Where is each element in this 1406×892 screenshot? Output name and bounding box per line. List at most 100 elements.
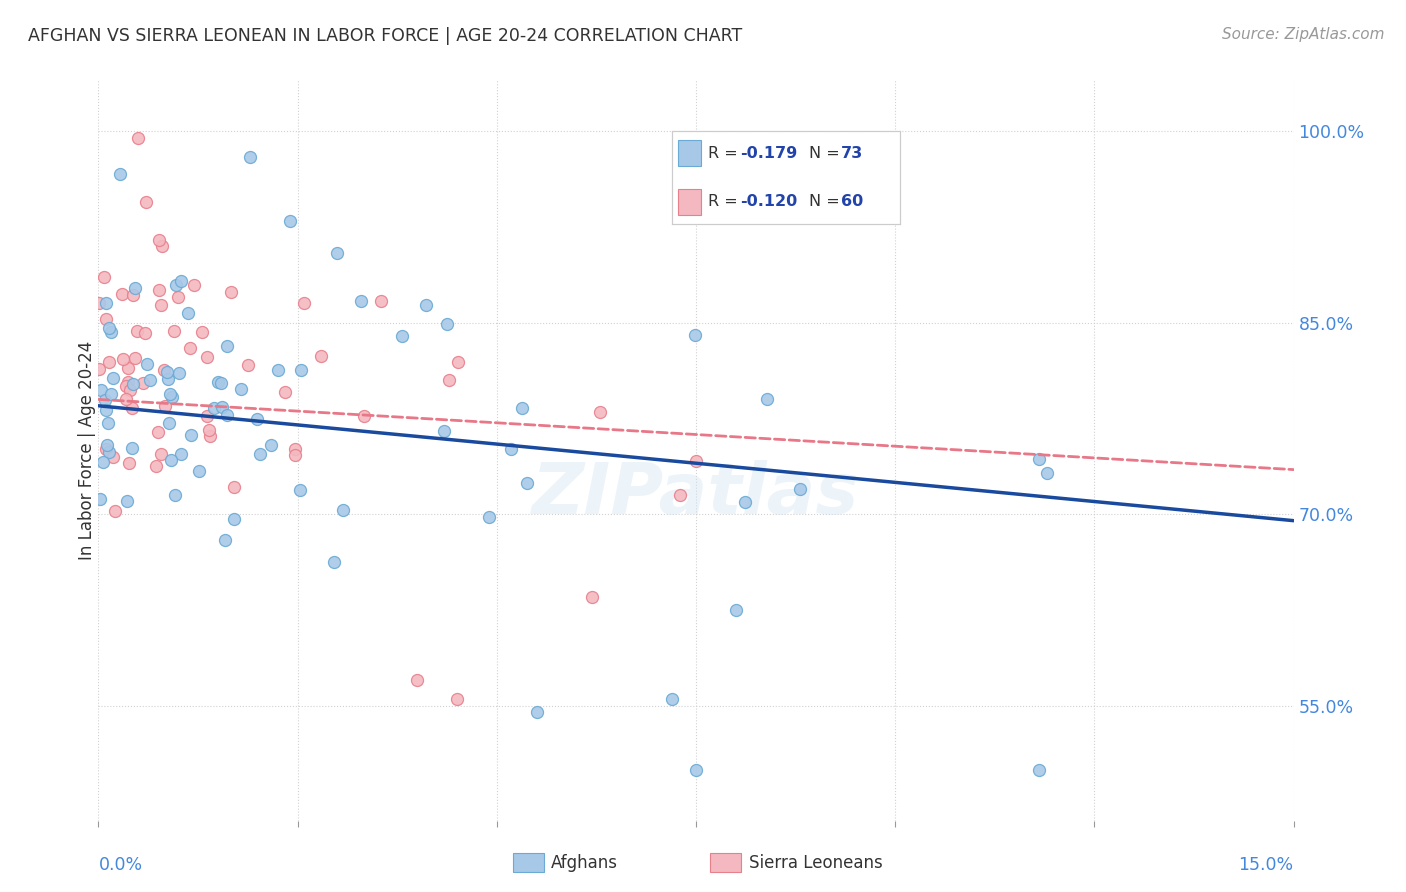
Point [195, 409, 218, 423]
Point [148, 233, 170, 247]
Point [115, 392, 138, 407]
Point [167, 290, 190, 304]
Point [121, 401, 143, 416]
Point [170, 447, 193, 461]
Point [661, 692, 683, 706]
Point [94, 312, 117, 326]
Point [118, 456, 141, 470]
Point [98, 321, 121, 335]
Point [115, 494, 138, 508]
Point [246, 412, 269, 426]
Point [170, 273, 193, 287]
Point [179, 341, 201, 355]
Point [90, 383, 112, 397]
Point [195, 350, 218, 364]
Point [353, 409, 375, 423]
Text: -0.120: -0.120 [740, 194, 797, 209]
Y-axis label: In Labor Force | Age 20-24: In Labor Force | Age 20-24 [79, 341, 96, 560]
Point [156, 371, 179, 385]
Point [370, 293, 392, 308]
Point [136, 357, 159, 371]
Text: N =: N = [808, 145, 845, 161]
Text: 15.0%: 15.0% [1239, 856, 1294, 874]
Point [756, 392, 779, 407]
Point [1035, 466, 1057, 480]
Point [278, 213, 301, 227]
Text: 73: 73 [841, 145, 863, 161]
Bar [679, 140, 702, 166]
Point [326, 245, 349, 260]
Text: 60: 60 [841, 194, 863, 209]
Point [685, 763, 707, 777]
Point [112, 351, 135, 366]
Point [124, 281, 146, 295]
Point [127, 130, 149, 145]
Point [332, 503, 354, 517]
Point [323, 555, 346, 569]
Point [150, 239, 173, 253]
Point [100, 325, 122, 339]
Point [446, 692, 468, 706]
Point [415, 298, 437, 312]
Text: ZIPatlas: ZIPatlas [533, 460, 859, 529]
Point [669, 488, 692, 502]
Point [510, 401, 533, 416]
Text: Source: ZipAtlas.com: Source: ZipAtlas.com [1222, 27, 1385, 42]
Point [138, 372, 160, 386]
Point [581, 591, 603, 605]
Point [198, 424, 221, 438]
Point [683, 327, 706, 342]
Point [209, 376, 232, 390]
Point [288, 483, 311, 497]
Point [391, 329, 413, 343]
Point [283, 448, 305, 462]
Point [122, 288, 145, 302]
Point [165, 278, 187, 293]
Point [501, 442, 523, 456]
Point [222, 480, 245, 494]
Point [96, 442, 118, 456]
Point [273, 385, 295, 400]
Point [160, 390, 183, 404]
Point [159, 452, 181, 467]
Point [150, 298, 173, 312]
Point [789, 482, 811, 496]
Point [87, 296, 110, 310]
Point [436, 317, 458, 331]
Point [526, 705, 548, 719]
Point [231, 382, 253, 396]
Point [125, 324, 148, 338]
Point [91, 455, 114, 469]
Point [260, 438, 283, 452]
Point [1028, 763, 1050, 777]
Point [97, 416, 120, 430]
Point [207, 375, 229, 389]
Point [146, 425, 169, 439]
Point [135, 194, 157, 209]
Point [266, 362, 288, 376]
Text: N =: N = [808, 194, 845, 209]
Text: Afghans: Afghans [551, 854, 619, 871]
Point [437, 373, 460, 387]
Point [89, 362, 111, 376]
Text: 0.0%: 0.0% [98, 856, 142, 874]
Point [249, 447, 271, 461]
Point [103, 450, 125, 464]
Point [447, 355, 470, 369]
Point [115, 378, 138, 392]
Text: R =: R = [709, 194, 742, 209]
Point [153, 399, 176, 413]
Point [94, 296, 117, 310]
Point [478, 509, 501, 524]
Text: R =: R = [709, 145, 742, 161]
Point [290, 363, 312, 377]
Point [159, 386, 181, 401]
Point [202, 401, 225, 415]
Point [589, 405, 612, 419]
Point [217, 408, 239, 422]
Text: Sierra Leoneans: Sierra Leoneans [749, 854, 883, 871]
Point [89, 491, 111, 506]
Point [236, 359, 259, 373]
Point [134, 326, 156, 340]
Point [350, 294, 373, 309]
